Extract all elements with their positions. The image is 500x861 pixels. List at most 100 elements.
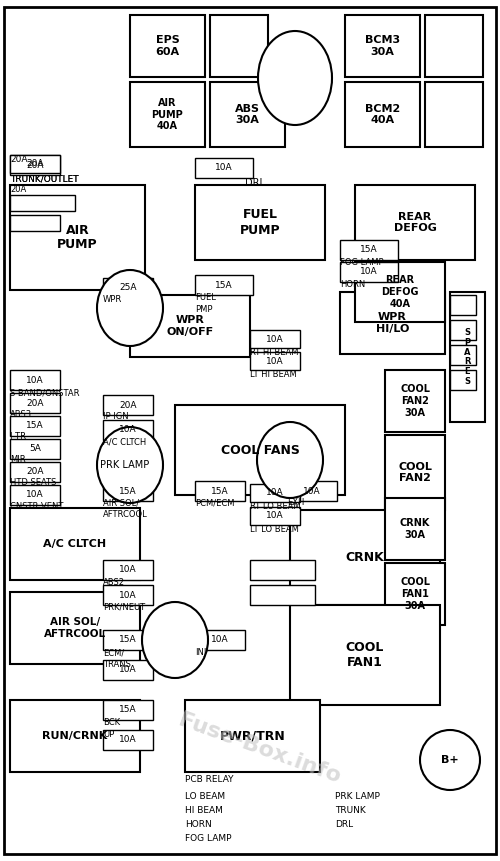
Bar bbox=[250, 585, 315, 605]
Text: AIR SOL/
AFTRCOOL: AIR SOL/ AFTRCOOL bbox=[44, 617, 106, 639]
Text: PWR/TRN: PWR/TRN bbox=[220, 729, 286, 742]
Bar bbox=[103, 395, 153, 415]
Text: 10A: 10A bbox=[215, 164, 233, 172]
Bar bbox=[385, 435, 445, 510]
Text: REAR
DEFOG: REAR DEFOG bbox=[394, 212, 436, 233]
Text: A/C CLTCH: A/C CLTCH bbox=[44, 539, 106, 549]
Bar bbox=[195, 158, 253, 178]
Bar bbox=[130, 295, 250, 357]
Text: FOG LAMP: FOG LAMP bbox=[185, 834, 232, 843]
Text: 10A: 10A bbox=[119, 735, 137, 745]
Bar bbox=[103, 420, 153, 440]
Bar bbox=[340, 262, 398, 282]
Text: 10A: 10A bbox=[119, 425, 137, 435]
Bar bbox=[10, 155, 60, 175]
Bar bbox=[450, 370, 476, 390]
Text: HTD SEATS: HTD SEATS bbox=[10, 478, 56, 487]
Text: S BAND/ONSTAR: S BAND/ONSTAR bbox=[10, 388, 80, 397]
Text: COOL
FAN2
30A: COOL FAN2 30A bbox=[400, 384, 430, 418]
Bar bbox=[340, 292, 445, 354]
Text: I TR: I TR bbox=[10, 432, 26, 441]
Text: 15A: 15A bbox=[119, 635, 137, 645]
Text: FOG LAMP: FOG LAMP bbox=[340, 258, 384, 267]
Text: PRK/NEUT: PRK/NEUT bbox=[103, 603, 145, 612]
Text: A/C CLTCH: A/C CLTCH bbox=[103, 437, 146, 446]
Ellipse shape bbox=[142, 602, 208, 678]
Ellipse shape bbox=[420, 730, 480, 790]
Bar bbox=[345, 82, 420, 147]
Bar bbox=[210, 15, 268, 77]
Text: PMP: PMP bbox=[195, 305, 212, 314]
Text: BCM2
40A: BCM2 40A bbox=[365, 103, 400, 126]
Bar bbox=[450, 345, 476, 365]
Bar bbox=[340, 240, 398, 260]
Bar bbox=[195, 185, 325, 260]
Text: 10A: 10A bbox=[266, 335, 284, 344]
Bar bbox=[10, 393, 60, 413]
Text: ABS2: ABS2 bbox=[103, 578, 125, 587]
Bar bbox=[103, 630, 153, 650]
Text: HORN: HORN bbox=[340, 280, 365, 289]
Text: IP IGN: IP IGN bbox=[103, 412, 128, 421]
Ellipse shape bbox=[257, 422, 323, 498]
Text: 20A: 20A bbox=[26, 399, 44, 407]
Text: 10A: 10A bbox=[303, 486, 321, 495]
Text: 20A: 20A bbox=[120, 400, 137, 410]
Bar bbox=[103, 278, 153, 298]
Bar bbox=[250, 560, 315, 580]
Text: CRNK
30A: CRNK 30A bbox=[400, 518, 430, 540]
Bar bbox=[195, 275, 253, 295]
Text: FUEL
PUMP: FUEL PUMP bbox=[240, 208, 281, 237]
Text: DRL: DRL bbox=[335, 820, 353, 829]
Text: 10A: 10A bbox=[266, 356, 284, 366]
Text: 20A: 20A bbox=[10, 185, 26, 194]
Text: AFTRCOOL: AFTRCOOL bbox=[103, 510, 148, 519]
Text: COOL FANS: COOL FANS bbox=[220, 443, 300, 456]
Bar bbox=[385, 370, 445, 432]
Text: 20A: 20A bbox=[10, 155, 28, 164]
Bar bbox=[290, 605, 440, 705]
Text: EPS
60A: EPS 60A bbox=[156, 35, 180, 57]
Ellipse shape bbox=[258, 31, 332, 125]
Bar bbox=[385, 498, 445, 560]
Bar bbox=[103, 481, 153, 501]
Text: TRUNK/OUTLET: TRUNK/OUTLET bbox=[10, 175, 78, 184]
Text: 15A: 15A bbox=[119, 486, 137, 495]
Text: 10A: 10A bbox=[119, 591, 137, 599]
Bar bbox=[103, 560, 153, 580]
Text: COOL
FAN1: COOL FAN1 bbox=[346, 641, 384, 669]
Bar bbox=[250, 484, 300, 502]
Bar bbox=[425, 82, 483, 147]
Text: 10A: 10A bbox=[266, 488, 284, 498]
Text: LO BEAM: LO BEAM bbox=[185, 792, 225, 801]
Text: LT LO BEAM: LT LO BEAM bbox=[250, 525, 299, 534]
Bar bbox=[103, 660, 153, 680]
Text: WPR
HI/LO: WPR HI/LO bbox=[376, 313, 409, 334]
Text: PRK LAMP: PRK LAMP bbox=[335, 792, 380, 801]
Text: TRUNK: TRUNK bbox=[335, 806, 366, 815]
Bar bbox=[345, 15, 420, 77]
Text: 10A: 10A bbox=[360, 268, 378, 276]
Bar bbox=[10, 155, 60, 173]
Bar bbox=[10, 485, 60, 505]
Bar bbox=[10, 462, 60, 482]
Bar bbox=[103, 700, 153, 720]
Bar bbox=[287, 481, 337, 501]
Text: COOL
FAN1
30A: COOL FAN1 30A bbox=[400, 578, 430, 610]
Text: WPR: WPR bbox=[103, 295, 122, 304]
Bar bbox=[10, 195, 75, 211]
Bar bbox=[195, 630, 245, 650]
Text: BCK: BCK bbox=[103, 718, 120, 727]
Bar bbox=[185, 700, 320, 772]
Bar bbox=[250, 330, 300, 348]
Text: 15A: 15A bbox=[215, 281, 233, 289]
Text: B+: B+ bbox=[441, 755, 459, 765]
Text: REAR
DEFOG
40A: REAR DEFOG 40A bbox=[381, 276, 418, 308]
Text: CNSTR VENT: CNSTR VENT bbox=[10, 502, 64, 511]
Bar bbox=[10, 215, 60, 231]
Ellipse shape bbox=[97, 270, 163, 346]
Text: ABS
30A: ABS 30A bbox=[235, 103, 260, 126]
Bar bbox=[10, 185, 145, 290]
Bar bbox=[103, 730, 153, 750]
Bar bbox=[130, 15, 205, 77]
